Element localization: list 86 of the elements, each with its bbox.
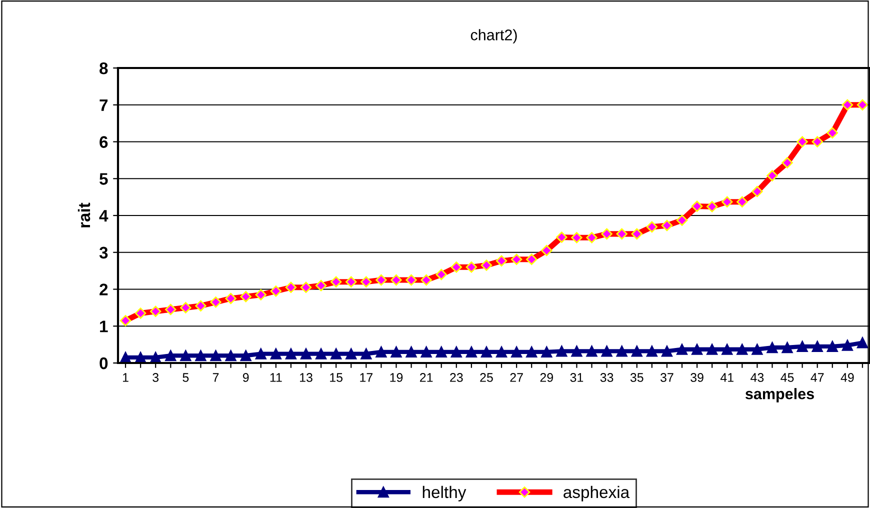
point — [300, 348, 312, 360]
point — [691, 344, 703, 355]
x-tick-label: 11 — [270, 373, 282, 382]
point — [360, 348, 372, 360]
legend-label: asphexia — [564, 486, 630, 502]
x-tick-label: 33 — [600, 373, 614, 382]
chart-title: chart2) — [470, 29, 517, 44]
x-tick-label: 9 — [242, 373, 249, 382]
point — [826, 340, 838, 352]
x-tick-label: 13 — [300, 373, 312, 382]
point — [856, 337, 868, 348]
point — [782, 342, 793, 354]
x-tick-label: 47 — [810, 373, 824, 382]
x-axis-title: sampeles — [745, 388, 814, 402]
x-tick-label: 7 — [212, 373, 219, 382]
x-tick-label: 15 — [330, 373, 343, 382]
point — [661, 346, 673, 357]
y-tick-label: 6 — [100, 136, 108, 148]
point — [480, 346, 492, 358]
x-tick-label: 23 — [450, 373, 463, 382]
point — [450, 346, 462, 358]
point — [676, 344, 688, 355]
point — [511, 346, 522, 358]
point — [766, 342, 778, 354]
x-tick-label: 3 — [152, 373, 159, 382]
x-tick-label: 31 — [570, 373, 584, 382]
point — [541, 346, 552, 358]
y-axis-title: rait — [78, 202, 90, 228]
point — [210, 350, 222, 362]
point — [736, 344, 748, 355]
point — [255, 348, 266, 360]
point — [586, 346, 598, 357]
point — [376, 346, 387, 358]
x-tick-label: 37 — [660, 373, 674, 382]
x-tick-label: 39 — [690, 373, 704, 382]
point — [722, 344, 733, 355]
point — [571, 346, 582, 357]
x-tick-label: 45 — [780, 373, 794, 382]
x-tick-label: 27 — [510, 373, 523, 382]
point — [601, 346, 612, 357]
point — [631, 346, 642, 357]
y-tick-label: 4 — [99, 210, 108, 222]
x-tick-label: 25 — [480, 373, 493, 382]
point — [436, 346, 447, 358]
point — [330, 348, 342, 360]
y-tick-label: 7 — [100, 99, 108, 111]
point — [556, 346, 568, 357]
point — [796, 340, 808, 352]
point — [466, 346, 477, 358]
x-tick-label: 17 — [360, 373, 372, 382]
y-tick-label: 3 — [99, 246, 108, 259]
point — [752, 344, 763, 355]
point — [195, 350, 206, 362]
point — [315, 348, 327, 360]
point — [420, 346, 432, 358]
point — [646, 346, 658, 357]
point — [346, 348, 357, 360]
x-tick-label: 1 — [123, 373, 128, 382]
point — [240, 350, 252, 362]
point — [616, 346, 628, 357]
point — [225, 350, 236, 362]
point — [812, 340, 823, 352]
x-tick-label: 29 — [540, 373, 553, 382]
x-tick-label: 21 — [420, 373, 433, 382]
point — [526, 346, 538, 358]
point — [285, 348, 297, 360]
point — [180, 350, 192, 362]
x-tick-label: 5 — [182, 373, 189, 382]
point — [165, 350, 176, 362]
y-tick-label: 5 — [100, 173, 108, 185]
y-tick-label: 0 — [100, 357, 108, 370]
point — [706, 344, 718, 355]
point — [406, 346, 417, 358]
y-tick-label: 8 — [100, 62, 108, 74]
x-tick-label: 19 — [390, 373, 403, 382]
x-tick-label: 35 — [630, 373, 644, 382]
x-tick-label: 41 — [720, 373, 734, 382]
point — [390, 346, 402, 358]
x-tick-label: 49 — [840, 373, 854, 382]
point — [842, 340, 853, 351]
y-tick-label: 2 — [100, 284, 108, 296]
point — [270, 348, 282, 360]
y-tick-label: 1 — [100, 320, 108, 332]
point — [496, 346, 508, 358]
legend-label: helthy — [422, 486, 466, 502]
x-tick-label: 43 — [750, 373, 764, 382]
